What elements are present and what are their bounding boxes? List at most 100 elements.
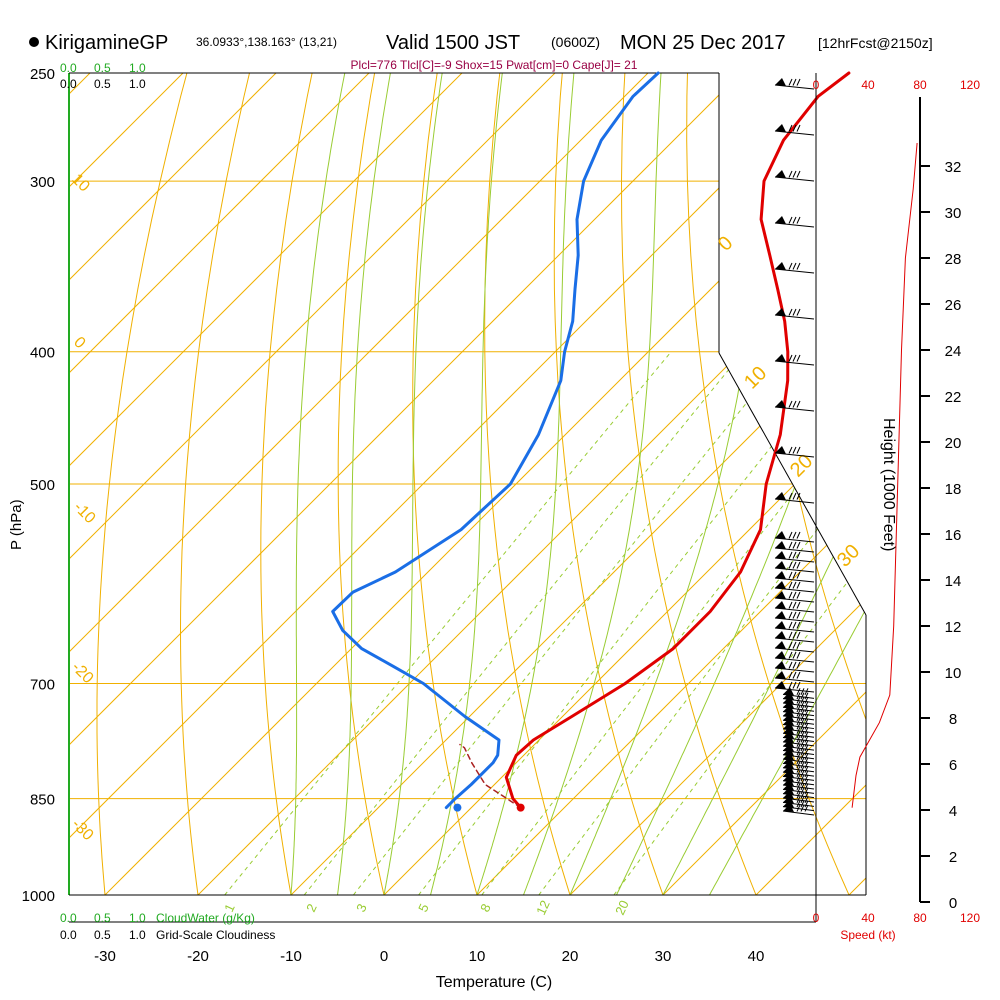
temperature-tick-label: 10 (469, 948, 486, 965)
height-tick-label: 22 (945, 389, 962, 406)
wind-barb (774, 262, 815, 274)
surface-temperature-point (516, 803, 525, 812)
height-tick-label: 14 (945, 573, 962, 590)
pressure-tick-label: 250 (30, 66, 55, 83)
temperature-tick-label: -10 (280, 948, 302, 965)
isotherm-line (69, 73, 277, 895)
wind-barb (774, 400, 815, 412)
cloudwater-tick: 0.0 (60, 61, 77, 75)
wind-barb (774, 651, 815, 663)
mixing-ratio-labels: 1 2 3 5 8 12 20 (221, 898, 632, 917)
wind-barb (774, 611, 815, 623)
moist-adiabat-line (476, 73, 575, 895)
isobar-lines (69, 180, 866, 800)
wind-barb (774, 308, 815, 320)
speed-tick-bottom: 80 (913, 911, 927, 925)
speed-tick-top: 40 (861, 78, 875, 92)
speed-axis-label: Speed (kt) (840, 928, 895, 942)
mixing-ratio-label: 12 (533, 898, 553, 917)
utc-time: (0600Z) (551, 34, 600, 50)
height-axis: Height (1000 Feet) 024681012141618202224… (880, 97, 961, 912)
dry-adiabat-line (260, 73, 318, 895)
cloudiness-tick: 0.0 (60, 77, 77, 91)
dry-adiabat-line (811, 73, 866, 895)
mixing-ratio-line (353, 351, 789, 895)
dry-adiabat-line (337, 73, 385, 895)
dewpoint-trace (331, 71, 660, 810)
forecast-run: [12hrFcst@2150z] (818, 35, 933, 51)
height-tick-label: 28 (945, 251, 962, 268)
mixing-ratio-label: 5 (415, 901, 432, 914)
isotherm-label: 10 (740, 362, 771, 393)
isotherm-label: 0 (70, 334, 88, 352)
pressure-axis: P (hPa) 250 300 400 500 700 850 1000 (8, 66, 55, 905)
isotherm-label: 0 (714, 232, 737, 255)
wind-barb (774, 561, 815, 573)
mixing-ratio-label: 8 (477, 901, 494, 914)
isotherm-label: -10 (70, 499, 98, 527)
wind-barb (774, 170, 815, 182)
mixing-ratio-line (613, 351, 866, 895)
wind-barb (774, 446, 815, 458)
cloudwater-tick: 0.5 (94, 61, 111, 75)
station-dot-icon (29, 37, 39, 47)
speed-tick-bottom: 120 (960, 911, 980, 925)
temperature-tick-label: -30 (94, 948, 116, 965)
pressure-axis-label: P (hPa) (8, 499, 25, 550)
height-tick-label: 20 (945, 435, 962, 452)
station-coords: 36.0933°,138.163° (13,21) (196, 35, 337, 49)
pressure-tick-label: 850 (30, 792, 55, 809)
wind-barb (774, 591, 815, 603)
moist-adiabat-lines (290, 73, 866, 895)
wind-barb (774, 681, 815, 693)
cloudwater-tick: 0.5 (94, 911, 111, 925)
height-tick-label: 2 (949, 849, 957, 866)
wind-speed-panel: 0 40 80 120 0 40 80 120 Speed (kt) (813, 73, 980, 942)
wind-barb (774, 631, 815, 643)
height-tick-label: 4 (949, 803, 957, 820)
wind-barb (774, 551, 815, 563)
wind-barb (782, 695, 815, 708)
dry-adiabat-line (620, 73, 757, 895)
wind-barb (782, 803, 815, 816)
wind-barb (774, 661, 815, 673)
wind-speed-line (851, 142, 918, 808)
pressure-tick-label: 400 (30, 345, 55, 362)
moist-adiabat-line (383, 73, 443, 895)
cloudwater-tick: 1.0 (129, 61, 146, 75)
temperature-trace (504, 71, 851, 810)
dry-adiabat-line (553, 73, 664, 895)
wind-barb (774, 541, 815, 553)
isotherm-labels: 10 0 -10 -20 -30 0 10 20 30 (68, 171, 864, 844)
wind-barb (774, 571, 815, 583)
wind-barb (774, 531, 815, 543)
wind-barb (782, 730, 815, 743)
moist-adiabat-line (290, 73, 346, 895)
moist-adiabat-line (523, 73, 662, 895)
wind-barb (774, 124, 815, 136)
station-name: KirigamineGP (45, 32, 168, 54)
isotherm-label: -30 (68, 816, 96, 844)
sounding-traces (331, 71, 851, 812)
moist-adiabat-line (709, 73, 866, 895)
isotherm-line (476, 73, 866, 895)
height-tick-label: 8 (949, 711, 957, 728)
height-tick-label: 26 (945, 297, 962, 314)
wind-barb (774, 671, 815, 683)
height-tick-label: 32 (945, 159, 962, 176)
moist-adiabat-line (430, 73, 503, 895)
mixing-ratio-label: 20 (612, 898, 632, 917)
temperature-tick-label: -20 (187, 948, 209, 965)
isotherm-line (69, 73, 463, 895)
cloudiness-tick: 1.0 (129, 77, 146, 91)
cloudiness-tick: 1.0 (129, 928, 146, 942)
mixing-ratio-label: 3 (353, 901, 370, 914)
pressure-tick-label: 300 (30, 174, 55, 191)
isotherm-label: -20 (68, 659, 96, 687)
surface-dewpoint-point (453, 803, 462, 812)
temperature-tick-label: 30 (655, 948, 672, 965)
height-tick-label: 18 (945, 481, 962, 498)
wind-barb (774, 601, 815, 613)
dry-adiabat-line (412, 73, 478, 895)
